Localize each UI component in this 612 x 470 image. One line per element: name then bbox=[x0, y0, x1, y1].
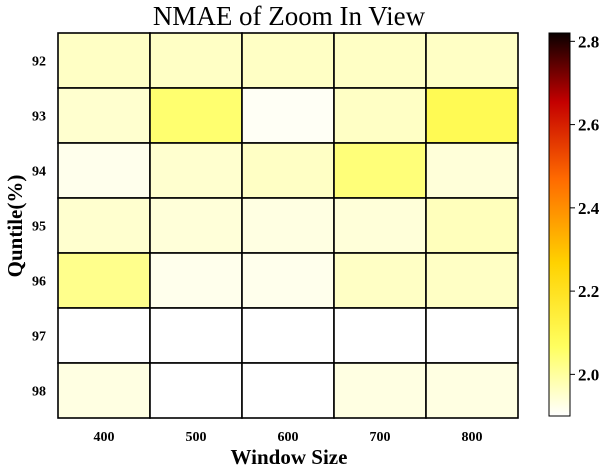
y-tick-label: 98 bbox=[32, 385, 46, 400]
colorbar-tick-label: 2.0 bbox=[578, 365, 599, 384]
heatmap-cell bbox=[333, 252, 427, 309]
heatmap-cell bbox=[149, 307, 243, 364]
heatmap-cell bbox=[425, 197, 519, 254]
heatmap-cell bbox=[333, 142, 427, 199]
y-tick-label: 94 bbox=[32, 165, 46, 180]
heatmap-cell bbox=[333, 32, 427, 89]
colorbar-ticks: 2.0 2.2 2.4 2.6 2.8 bbox=[570, 32, 600, 384]
heatmap-cell bbox=[149, 142, 243, 199]
heatmap-cell bbox=[241, 87, 335, 144]
colorbar bbox=[548, 32, 571, 417]
heatmap-cell bbox=[57, 362, 151, 419]
heatmap-cell bbox=[241, 32, 335, 89]
heatmap-cell bbox=[57, 142, 151, 199]
heatmap-cell bbox=[149, 197, 243, 254]
heatmap-cell bbox=[333, 362, 427, 419]
heatmap-cell bbox=[149, 32, 243, 89]
heatmap-cell bbox=[425, 362, 519, 419]
x-tick-label: 700 bbox=[370, 430, 391, 445]
heatmap-cell bbox=[425, 252, 519, 309]
colorbar-tick-label: 2.4 bbox=[578, 199, 600, 218]
heatmap-cell bbox=[149, 87, 243, 144]
heatmap-cell bbox=[425, 307, 519, 364]
heatmap-cell bbox=[57, 197, 151, 254]
x-tick-label: 600 bbox=[278, 430, 299, 445]
x-tick-label: 800 bbox=[462, 430, 483, 445]
colorbar-tick-label: 2.6 bbox=[578, 116, 599, 135]
y-tick-label: 96 bbox=[32, 275, 46, 290]
heatmap-cell bbox=[57, 307, 151, 364]
heatmap-cell bbox=[425, 87, 519, 144]
heatmap-cell bbox=[241, 307, 335, 364]
colorbar-tick-label: 2.2 bbox=[578, 282, 599, 301]
y-tick-label: 97 bbox=[32, 330, 46, 345]
heatmap-cell bbox=[57, 32, 151, 89]
heatmap-cell bbox=[333, 197, 427, 254]
x-tick-label: 400 bbox=[94, 430, 115, 445]
heatmap-cell bbox=[241, 252, 335, 309]
heatmap-cell bbox=[57, 87, 151, 144]
heatmap-cells bbox=[57, 32, 519, 419]
colorbar-tick-label: 2.8 bbox=[578, 32, 599, 51]
heatmap-cell bbox=[149, 362, 243, 419]
heatmap-cell bbox=[241, 362, 335, 419]
x-axis-label: Window Size bbox=[231, 445, 348, 469]
y-axis-label: Quntile(%) bbox=[3, 175, 27, 278]
heatmap-cell bbox=[333, 87, 427, 144]
heatmap-cell bbox=[57, 252, 151, 309]
heatmap-cell bbox=[333, 307, 427, 364]
y-tick-labels: 92 93 94 95 96 97 98 bbox=[32, 55, 46, 400]
heatmap-cell bbox=[149, 252, 243, 309]
x-tick-labels: 400 500 600 700 800 bbox=[94, 430, 483, 445]
y-tick-label: 93 bbox=[32, 110, 46, 125]
heatmap-cell bbox=[425, 142, 519, 199]
chart-title: NMAE of Zoom In View bbox=[153, 1, 426, 31]
y-tick-label: 95 bbox=[32, 220, 46, 235]
y-tick-label: 92 bbox=[32, 55, 46, 70]
heatmap-cell bbox=[241, 197, 335, 254]
heatmap-cell bbox=[241, 142, 335, 199]
heatmap-cell bbox=[425, 32, 519, 89]
x-tick-label: 500 bbox=[186, 430, 207, 445]
